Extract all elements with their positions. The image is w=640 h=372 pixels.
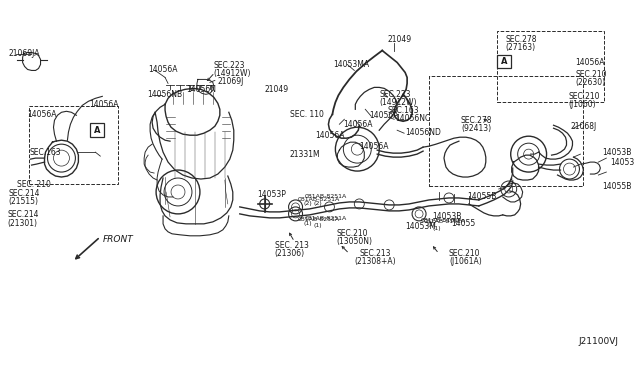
Text: 14056NB: 14056NB — [147, 90, 182, 99]
Text: 14056A: 14056A — [148, 65, 178, 74]
Text: 081AB-8251A: 081AB-8251A — [305, 195, 347, 199]
Text: 14055: 14055 — [451, 219, 475, 228]
Text: SEC. 210: SEC. 210 — [17, 180, 51, 189]
Text: SEC. 110: SEC. 110 — [289, 110, 323, 119]
Text: 21069J: 21069J — [218, 77, 244, 86]
Text: 14056A: 14056A — [369, 111, 399, 120]
Text: 14053B: 14053B — [602, 148, 632, 157]
Text: (J1060): (J1060) — [568, 100, 596, 109]
Text: SEC.214: SEC.214 — [9, 189, 40, 199]
Text: (1): (1) — [303, 221, 312, 226]
Text: FRONT: FRONT — [102, 235, 133, 244]
Text: SEC.278: SEC.278 — [506, 35, 537, 44]
Text: 14053M: 14053M — [405, 222, 436, 231]
Text: 081AB-8251A: 081AB-8251A — [305, 217, 347, 221]
Text: 14053: 14053 — [611, 158, 635, 167]
Text: (92413): (92413) — [461, 124, 491, 133]
Text: 21049: 21049 — [387, 35, 412, 44]
Text: 081AB-8161A: 081AB-8161A — [421, 218, 463, 223]
Text: 14055B: 14055B — [602, 183, 632, 192]
Text: 14056ND: 14056ND — [405, 128, 441, 137]
Text: SEC.210: SEC.210 — [568, 92, 600, 101]
Text: (2): (2) — [314, 201, 322, 206]
Bar — [429, 76, 584, 186]
Text: (1): (1) — [432, 226, 441, 231]
Text: (21306): (21306) — [275, 249, 305, 258]
Text: 14056A: 14056A — [28, 110, 57, 119]
Text: 14056N: 14056N — [186, 85, 216, 94]
Text: SEC.213: SEC.213 — [359, 249, 391, 258]
Text: 081AB-8251A: 081AB-8251A — [298, 198, 340, 202]
Text: (21308+A): (21308+A) — [355, 257, 396, 266]
Text: (1): (1) — [314, 223, 322, 228]
Text: 081AB-8161A: 081AB-8161A — [424, 219, 466, 224]
Text: 21068J: 21068J — [570, 122, 596, 131]
Text: SEC.210: SEC.210 — [575, 70, 607, 79]
Text: J21100VJ: J21100VJ — [579, 337, 618, 346]
Bar — [90, 123, 104, 137]
Text: 21331M: 21331M — [289, 150, 320, 158]
Text: 14056A: 14056A — [344, 120, 373, 129]
Text: 21049: 21049 — [265, 85, 289, 94]
Text: 14056A: 14056A — [316, 131, 345, 140]
Text: SEC.214: SEC.214 — [8, 211, 39, 219]
Text: SEC.163: SEC.163 — [387, 106, 419, 115]
Text: 14055B: 14055B — [467, 192, 496, 202]
Text: (J1061A): (J1061A) — [449, 257, 482, 266]
Text: SEC.223: SEC.223 — [380, 90, 411, 99]
Text: (14912W): (14912W) — [380, 98, 417, 107]
Text: (13050N): (13050N) — [337, 237, 372, 246]
Text: (14912W): (14912W) — [214, 69, 252, 78]
Text: SEC.278: SEC.278 — [461, 116, 492, 125]
Text: (1): (1) — [427, 222, 436, 227]
Text: SEC.223: SEC.223 — [214, 61, 245, 70]
Text: SEC.163: SEC.163 — [29, 148, 61, 157]
Text: 14056NC: 14056NC — [395, 114, 431, 123]
Text: A: A — [500, 57, 507, 66]
Text: (21301): (21301) — [8, 219, 38, 228]
Text: 14056A: 14056A — [575, 58, 605, 67]
Text: 14053P: 14053P — [258, 190, 287, 199]
Bar — [29, 106, 118, 184]
Text: 081AB-8251A: 081AB-8251A — [298, 217, 340, 222]
Bar — [497, 55, 511, 68]
Text: 14056A: 14056A — [359, 142, 389, 151]
Text: SEC. 213: SEC. 213 — [275, 241, 308, 250]
Text: (27163): (27163) — [506, 43, 536, 52]
Text: (22630): (22630) — [575, 78, 605, 87]
Text: 21069JA: 21069JA — [9, 49, 40, 58]
Text: SEC.210: SEC.210 — [337, 229, 368, 238]
Text: (2): (2) — [303, 201, 312, 206]
Text: 14053B: 14053B — [432, 212, 461, 221]
Bar — [497, 31, 604, 102]
Text: 14053MA: 14053MA — [333, 60, 369, 69]
Text: 14056A: 14056A — [90, 100, 119, 109]
Text: (21515): (21515) — [9, 198, 38, 206]
Text: A: A — [94, 126, 100, 135]
Text: SEC.210: SEC.210 — [449, 249, 481, 258]
